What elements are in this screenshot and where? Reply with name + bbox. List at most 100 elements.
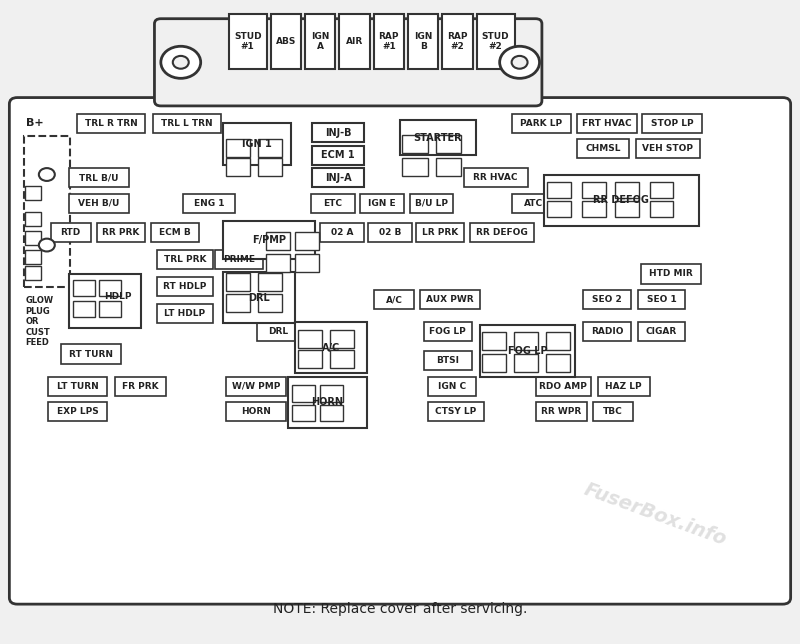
Text: CTSY LP: CTSY LP xyxy=(435,407,477,416)
Bar xyxy=(98,280,121,296)
Bar xyxy=(48,377,107,396)
Bar xyxy=(410,194,454,213)
Bar xyxy=(226,139,250,157)
Bar xyxy=(374,14,404,69)
Bar xyxy=(223,272,294,323)
Bar xyxy=(223,221,314,259)
Bar xyxy=(26,266,42,280)
Bar xyxy=(615,202,639,218)
Text: A/C: A/C xyxy=(322,343,340,353)
Bar xyxy=(61,345,121,364)
Text: DRL: DRL xyxy=(268,327,289,336)
Bar xyxy=(420,290,480,309)
Bar xyxy=(258,158,282,176)
Bar xyxy=(642,113,702,133)
Text: IGN E: IGN E xyxy=(368,199,396,208)
Text: HDLP: HDLP xyxy=(104,292,131,301)
Circle shape xyxy=(500,46,539,79)
Text: ENG 1: ENG 1 xyxy=(194,199,224,208)
Text: RR PRK: RR PRK xyxy=(102,228,140,237)
Bar xyxy=(73,301,95,317)
Bar xyxy=(360,194,404,213)
Text: CIGAR: CIGAR xyxy=(646,327,677,336)
Text: RAP
#2: RAP #2 xyxy=(447,32,468,51)
Text: LT HDLP: LT HDLP xyxy=(164,309,206,318)
Bar xyxy=(368,223,412,242)
Bar xyxy=(582,182,606,198)
Bar xyxy=(69,194,129,213)
Bar xyxy=(577,113,637,133)
Bar xyxy=(577,139,629,158)
Bar xyxy=(638,290,686,309)
Bar xyxy=(258,294,282,312)
Text: GLOW
PLUG
OR
CUST
FEED: GLOW PLUG OR CUST FEED xyxy=(26,296,54,347)
Text: EXP LPS: EXP LPS xyxy=(57,407,98,416)
Bar xyxy=(615,182,639,198)
Bar xyxy=(442,14,473,69)
Bar xyxy=(547,182,571,198)
Bar xyxy=(24,136,70,287)
Text: VEH STOP: VEH STOP xyxy=(642,144,694,153)
Bar xyxy=(26,231,42,245)
Bar xyxy=(546,332,570,350)
Text: FRT HVAC: FRT HVAC xyxy=(582,118,632,128)
Bar xyxy=(26,212,42,226)
Circle shape xyxy=(512,56,527,69)
Bar xyxy=(294,232,318,250)
Text: ECM B: ECM B xyxy=(159,228,191,237)
Bar xyxy=(402,158,428,176)
Text: ATC: ATC xyxy=(524,199,543,208)
Bar xyxy=(416,223,464,242)
Bar xyxy=(266,232,290,250)
Text: RR HVAC: RR HVAC xyxy=(474,173,518,182)
Bar xyxy=(312,146,364,165)
Bar xyxy=(69,168,129,187)
Bar xyxy=(183,194,235,213)
Bar xyxy=(598,377,650,396)
Text: 02 A: 02 A xyxy=(331,228,354,237)
Bar xyxy=(535,377,591,396)
Bar xyxy=(257,322,300,341)
Text: ECM 1: ECM 1 xyxy=(322,150,355,160)
Bar xyxy=(298,350,322,368)
Text: TRL L TRN: TRL L TRN xyxy=(161,118,213,128)
Text: LT TURN: LT TURN xyxy=(57,382,98,391)
Text: INJ-B: INJ-B xyxy=(325,128,351,138)
Text: B/U LP: B/U LP xyxy=(415,199,448,208)
Text: RTD: RTD xyxy=(61,228,81,237)
Text: RADIO: RADIO xyxy=(591,327,623,336)
Text: AUX PWR: AUX PWR xyxy=(426,295,474,304)
Bar xyxy=(339,14,370,69)
Text: BTSI: BTSI xyxy=(436,356,459,365)
Bar xyxy=(400,120,476,155)
Bar xyxy=(294,254,318,272)
Bar xyxy=(258,139,282,157)
Bar xyxy=(512,194,555,213)
Bar xyxy=(226,377,286,396)
Text: HORN: HORN xyxy=(311,397,343,407)
Bar xyxy=(77,113,145,133)
Bar xyxy=(402,135,428,153)
Bar xyxy=(470,223,534,242)
Bar xyxy=(424,322,472,341)
Text: HTD MIR: HTD MIR xyxy=(649,269,693,278)
Bar xyxy=(320,223,364,242)
Text: IGN
B: IGN B xyxy=(414,32,432,51)
Bar xyxy=(69,274,141,328)
Text: HAZ LP: HAZ LP xyxy=(606,382,642,391)
Bar xyxy=(226,294,250,312)
Bar xyxy=(95,287,139,306)
Bar xyxy=(514,354,538,372)
Bar xyxy=(157,277,213,296)
Text: NOTE: Replace cover after servicing.: NOTE: Replace cover after servicing. xyxy=(273,602,527,616)
Bar xyxy=(292,405,314,421)
Circle shape xyxy=(161,46,201,79)
Text: STUD
#1: STUD #1 xyxy=(234,32,262,51)
Bar xyxy=(153,113,221,133)
Bar xyxy=(514,332,538,350)
Bar xyxy=(477,14,515,69)
Text: FR PRK: FR PRK xyxy=(122,382,159,391)
Bar xyxy=(480,325,575,377)
Text: FuserBox.info: FuserBox.info xyxy=(581,480,729,549)
Bar xyxy=(258,273,282,291)
